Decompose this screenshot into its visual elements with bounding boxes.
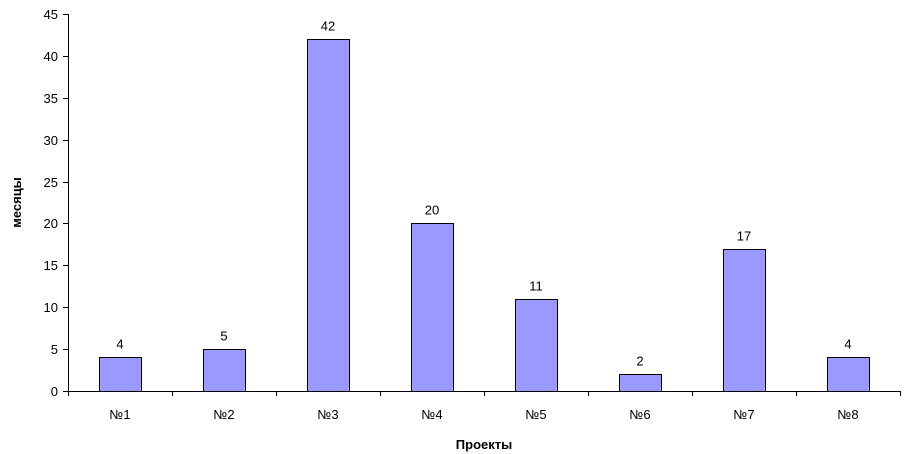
data-labels: 4 5 42 20 11 2 17 4 [116, 19, 851, 369]
data-label: 2 [636, 354, 643, 369]
data-label: 4 [844, 337, 851, 352]
y-tick-label: 15 [44, 258, 58, 273]
bar [203, 349, 246, 392]
x-axis-title: Проекты [456, 437, 512, 452]
y-axis-title: месяцы [9, 177, 24, 228]
bar [411, 223, 454, 392]
y-tick-label: 25 [44, 175, 58, 190]
y-tick-label: 45 [44, 7, 58, 22]
x-tick-label: №8 [837, 407, 858, 422]
x-tick-label: №3 [317, 407, 338, 422]
data-label: 17 [737, 229, 751, 244]
bar [723, 249, 766, 392]
y-tick-label: 20 [44, 216, 58, 231]
data-label: 4 [116, 337, 123, 352]
y-tick-label: 0 [51, 384, 58, 399]
bar-series [99, 39, 870, 392]
data-label: 20 [425, 203, 439, 218]
x-tick-label: №4 [421, 407, 442, 422]
bar [99, 357, 142, 392]
y-tick-label: 40 [44, 49, 58, 64]
y-tick-label: 35 [44, 91, 58, 106]
x-tick-label: №7 [733, 407, 754, 422]
x-tick-label: №2 [213, 407, 234, 422]
x-axis-ticks: №1 №2 №3 №4 №5 №6 №7 №8 [68, 391, 901, 422]
bar [619, 374, 662, 392]
bar [307, 39, 350, 392]
bar [827, 357, 870, 392]
x-tick-label: №6 [629, 407, 650, 422]
data-label: 42 [321, 19, 335, 34]
y-tick-label: 5 [51, 342, 58, 357]
y-tick-label: 10 [44, 300, 58, 315]
x-tick-label: №1 [109, 407, 130, 422]
data-label: 11 [529, 279, 543, 294]
y-tick-label: 30 [44, 133, 58, 148]
x-tick-label: №5 [525, 407, 546, 422]
data-label: 5 [220, 329, 227, 344]
y-axis-ticks: 0 5 10 15 20 25 30 35 40 45 [44, 7, 68, 399]
bar [515, 299, 558, 392]
